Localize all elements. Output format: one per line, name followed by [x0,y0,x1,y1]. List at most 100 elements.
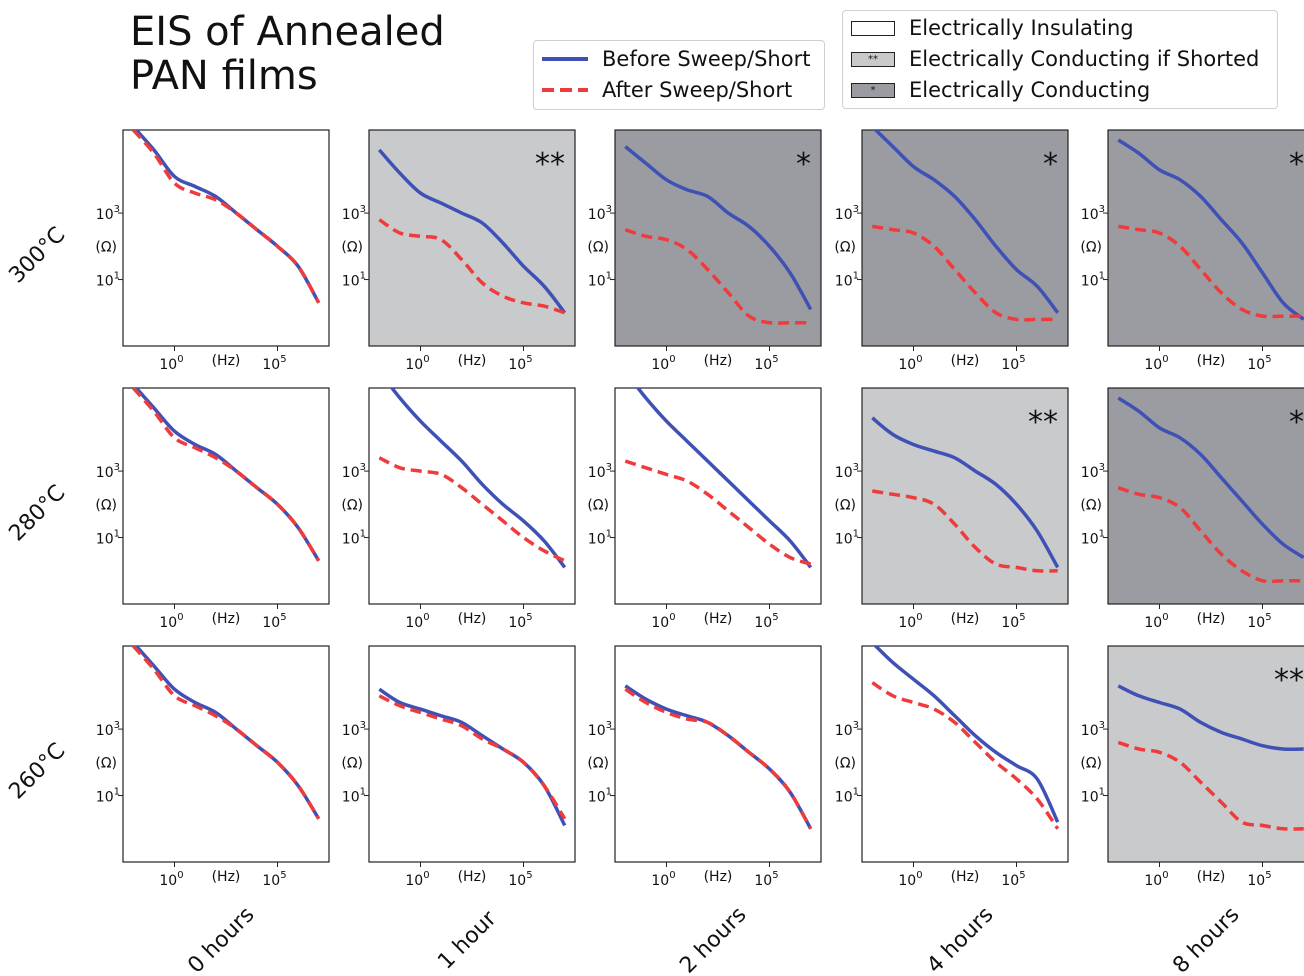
x-tick-label: 100 [405,354,429,373]
panel-1-1: 100 105 (Hz) 103 101 (Ω) [95,129,330,373]
y-tick-label: 101 [1081,529,1105,548]
y-tick-label: 103 [588,204,612,223]
series-before-line [635,388,813,569]
panel-3-3: 100 105 (Hz) 103 101 (Ω) [587,645,822,889]
x-axis-label: (Hz) [704,353,733,369]
y-axis-label: (Ω) [1080,239,1102,255]
y-tick-label: 101 [342,787,366,806]
x-tick-label: 105 [754,354,778,373]
x-tick-label: 100 [898,870,922,889]
x-tick-label: 105 [754,870,778,889]
series-after-line [1117,486,1304,584]
series-after-line [871,489,1058,573]
y-tick-label: 103 [835,720,859,739]
x-axis-label: (Hz) [212,353,241,369]
figure-title: EIS of Annealed PAN films [130,10,445,98]
x-axis-label: (Hz) [951,353,980,369]
x-tick-label: 100 [159,612,183,631]
y-tick-label: 101 [1081,271,1105,290]
x-tick-label: 100 [898,612,922,631]
panel-background [614,645,822,863]
x-axis-label: (Hz) [951,869,980,885]
panel-background [861,129,1069,347]
series-before-line [624,684,813,830]
x-tick-label: 100 [898,354,922,373]
y-tick-label: 103 [342,204,366,223]
y-axis-label: (Ω) [1080,755,1102,771]
panel-2-1: 100 105 (Hz) 103 101 (Ω) [95,387,330,631]
legend-item-after: After Sweep/Short [542,77,792,103]
y-tick-label: 101 [588,529,612,548]
series-before-line [377,148,567,314]
column-label: 1 hour [433,906,502,975]
swatch-conducting: * [851,82,895,98]
state-marker: ** [535,147,565,182]
x-tick-label: 105 [262,870,286,889]
y-axis-label: (Ω) [341,497,363,513]
panel-2-4: 100 105 (Hz) 103 101 (Ω) ** [834,387,1069,631]
y-axis-label: (Ω) [341,239,363,255]
x-tick-label: 100 [1144,354,1168,373]
state-item-insulating: Electrically Insulating [851,14,1134,42]
series-before-line [871,416,1060,569]
state-marker: * [796,147,811,182]
x-tick-label: 100 [651,612,675,631]
state-marker: ** [1028,405,1058,440]
x-tick-label: 100 [405,870,429,889]
x-tick-label: 100 [405,612,429,631]
y-tick-label: 103 [342,720,366,739]
panel-background [122,645,330,863]
x-axis-label: (Hz) [458,353,487,369]
state-item-conducting: * Electrically Conducting [851,76,1150,104]
x-tick-label: 105 [508,354,532,373]
x-tick-label: 100 [651,354,675,373]
x-tick-label: 105 [262,354,286,373]
y-axis-label: (Ω) [587,755,609,771]
series-after-line [624,459,812,566]
x-tick-label: 105 [1001,612,1025,631]
x-axis-label: (Hz) [1197,869,1226,885]
y-tick-label: 103 [342,462,366,481]
series-after-line [871,681,1060,830]
series-after-line [378,218,566,315]
series-after-line [131,388,321,562]
series-after-line [624,687,813,830]
y-tick-label: 103 [96,204,120,223]
x-tick-label: 105 [1001,870,1025,889]
column-label: 4 hours [922,902,998,976]
panel-background [368,129,576,347]
y-tick-label: 103 [96,720,120,739]
y-axis-label: (Ω) [587,239,609,255]
y-tick-label: 101 [835,529,859,548]
series-before-line [873,646,1060,823]
x-tick-label: 105 [1247,612,1271,631]
panel-background [1107,129,1304,347]
y-axis-label: (Ω) [834,497,856,513]
panel-1-4: 100 105 (Hz) 103 101 (Ω) * [834,129,1069,373]
y-tick-label: 101 [96,529,120,548]
series-after-line [131,646,321,820]
column-label: 0 hours [183,902,259,976]
x-tick-label: 100 [159,870,183,889]
column-label: 8 hours [1168,902,1244,976]
series-before-line [1117,396,1304,559]
x-tick-label: 100 [1144,870,1168,889]
x-tick-label: 105 [508,612,532,631]
panel-2-2: 100 105 (Hz) 103 101 (Ω) [341,387,576,631]
series-before-line [1117,684,1304,752]
y-tick-label: 101 [588,271,612,290]
x-tick-label: 105 [508,870,532,889]
panel-2-5: 100 105 (Hz) 103 101 (Ω) * [1080,387,1304,631]
series-before-line [389,388,567,569]
state-label-shorted: Electrically Conducting if Shorted [909,47,1260,71]
y-tick-label: 101 [96,271,120,290]
x-axis-label: (Hz) [704,611,733,627]
x-tick-label: 105 [1247,354,1271,373]
legend-label-after: After Sweep/Short [602,78,793,102]
x-tick-label: 105 [754,612,778,631]
y-axis-label: (Ω) [95,497,117,513]
series-before-line [873,130,1060,314]
panel-background [368,645,576,863]
panel-3-4: 100 105 (Hz) 103 101 (Ω) [834,645,1069,889]
